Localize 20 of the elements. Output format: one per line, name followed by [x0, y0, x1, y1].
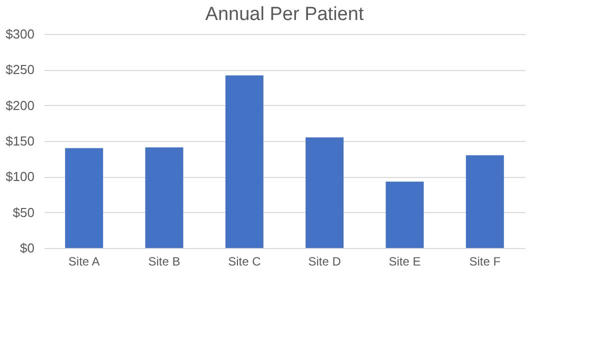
- bar: [306, 137, 344, 248]
- y-tick-label: $0: [20, 240, 34, 256]
- bar: [466, 155, 504, 248]
- y-tick-label: $200: [6, 98, 34, 113]
- y-tick-label: $100: [6, 169, 34, 184]
- bar: [386, 182, 424, 248]
- y-tick-label: $300: [6, 26, 34, 42]
- y-tick-label: $50: [12, 204, 34, 220]
- x-tick-label: Site F: [469, 254, 501, 268]
- y-tick-label: $250: [6, 62, 34, 78]
- x-tick-label: Site E: [388, 254, 421, 268]
- x-tick-label: Site A: [68, 254, 100, 268]
- chart-title: Annual Per Patient: [205, 4, 364, 25]
- x-tick-label: Site B: [148, 254, 180, 268]
- bar: [65, 148, 104, 248]
- x-tick-label: Site C: [228, 254, 262, 268]
- bar: [145, 147, 184, 248]
- bar: [225, 75, 264, 248]
- x-tick-label: Site D: [308, 254, 342, 268]
- y-tick-label: $150: [6, 134, 34, 148]
